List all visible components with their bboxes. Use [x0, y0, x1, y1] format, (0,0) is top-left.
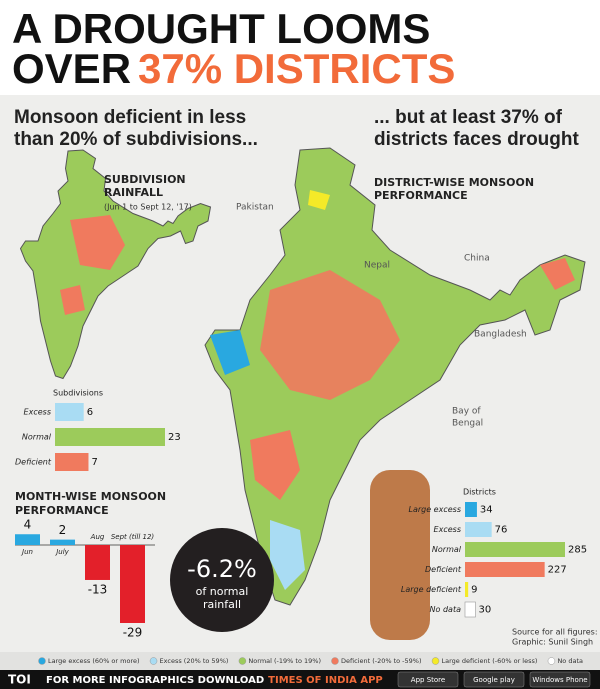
- callout-value: -6.2%: [187, 555, 257, 583]
- legend-label: Large excess (60% or more): [48, 657, 140, 665]
- legend-swatch: [547, 657, 556, 665]
- store-label: App Store: [411, 676, 445, 684]
- chart-title: MONTH-WISE MONSOON: [15, 490, 166, 503]
- legend-band: [0, 652, 600, 670]
- left-map-note: (Jun 1 to Sept 12, '17): [104, 203, 192, 212]
- chart-title: PERFORMANCE: [15, 504, 109, 517]
- left-map-title: RAINFALL: [104, 186, 163, 199]
- value-label: 227: [548, 565, 567, 576]
- category-label: Excess: [24, 408, 51, 417]
- bar: [120, 545, 145, 623]
- legend-label: Deficient (-20% to -59%): [341, 657, 422, 665]
- value-label: 2: [59, 523, 67, 537]
- category-label: Sept (till 12): [111, 533, 155, 541]
- store-label: Windows Phone: [532, 676, 587, 684]
- bar: [465, 562, 545, 577]
- value-label: 34: [480, 505, 493, 516]
- store-badge: [529, 671, 591, 688]
- category-label: Normal: [22, 433, 52, 442]
- bar: [55, 453, 89, 471]
- title-line1: A DROUGHT LOOMS: [12, 5, 430, 52]
- place-label: China: [464, 254, 490, 264]
- bar: [465, 542, 565, 557]
- category-label: Large deficient: [401, 585, 462, 594]
- value-label: -29: [123, 626, 143, 640]
- big-map: [204, 147, 586, 606]
- right-map-title: DISTRICT-WISE MONSOON: [374, 176, 534, 189]
- left-map-title: SUBDIVISION: [104, 173, 186, 186]
- category-label: Normal: [432, 545, 462, 554]
- value-label: 9: [471, 585, 477, 596]
- legend-swatch: [331, 657, 339, 665]
- footer-brand: TOI: [8, 673, 31, 687]
- bar: [55, 428, 165, 446]
- right-heading: districts faces drought: [374, 129, 579, 150]
- category-label: Deficient: [425, 565, 462, 574]
- callout-circle: [170, 528, 274, 632]
- store-badge: [397, 671, 459, 688]
- store-badge: [463, 671, 525, 688]
- legend-swatch: [149, 657, 158, 665]
- bar: [55, 403, 84, 421]
- place-label: Pakistan: [236, 203, 274, 213]
- store-label: Google play: [473, 676, 515, 684]
- category-label: Large excess: [408, 505, 461, 514]
- chart-title: Subdivisions: [53, 389, 103, 398]
- place-label: Bengal: [452, 419, 483, 429]
- callout-text: of normal: [196, 585, 249, 598]
- category-label: No data: [430, 605, 462, 614]
- farmer-figure: [370, 470, 430, 640]
- value-label: 4: [24, 518, 32, 532]
- legend-label: Large deficient (-60% or less): [442, 657, 538, 665]
- bar: [85, 545, 110, 580]
- small-map: [20, 149, 211, 379]
- bar: [465, 582, 469, 597]
- footer-app: TIMES OF INDIA APP: [268, 675, 383, 686]
- legend-label: Excess (20% to 59%): [160, 657, 229, 665]
- right-heading: ... but at least 37% of: [374, 107, 563, 128]
- value-label: -13: [88, 582, 108, 596]
- footer-text: FOR MORE INFOGRAPHICS DOWNLOAD: [46, 675, 264, 686]
- source: Source for all figures: IMD: [512, 628, 600, 637]
- category-label: Excess: [434, 525, 461, 534]
- value-label: 30: [479, 605, 492, 616]
- bar: [464, 601, 476, 618]
- place-label: Bay of: [452, 407, 481, 417]
- value-label: 285: [568, 545, 587, 556]
- bar: [15, 534, 40, 545]
- legend-swatch: [38, 657, 46, 665]
- title-line2: OVER: [12, 45, 131, 92]
- legend-label: Normal (-19% to 19%): [248, 657, 321, 665]
- left-heading: than 20% of subdivisions...: [14, 129, 258, 150]
- left-heading: Monsoon deficient in less: [14, 107, 246, 128]
- legend-label: No data: [557, 657, 583, 665]
- category-label: Jun: [20, 548, 33, 556]
- value-label: 23: [168, 432, 181, 443]
- category-label: July: [54, 548, 69, 556]
- title-highlight: 37% DISTRICTS: [138, 45, 455, 92]
- legend-swatch: [431, 657, 440, 665]
- category-label: Aug: [90, 533, 105, 541]
- value-label: 6: [87, 407, 93, 418]
- right-map-title: PERFORMANCE: [374, 189, 468, 202]
- category-label: Deficient: [15, 458, 52, 467]
- chart-title: Districts: [463, 488, 496, 497]
- bar: [50, 539, 75, 545]
- bar: [465, 502, 477, 517]
- source: Graphic: Sunil Singh: [512, 638, 593, 647]
- legend-swatch: [238, 657, 247, 665]
- place-label: Bangladesh: [474, 330, 527, 340]
- place-label: Nepal: [364, 261, 390, 271]
- callout-text: rainfall: [203, 598, 241, 611]
- value-label: 76: [495, 525, 508, 536]
- bar: [465, 522, 492, 537]
- value-label: 7: [91, 457, 97, 468]
